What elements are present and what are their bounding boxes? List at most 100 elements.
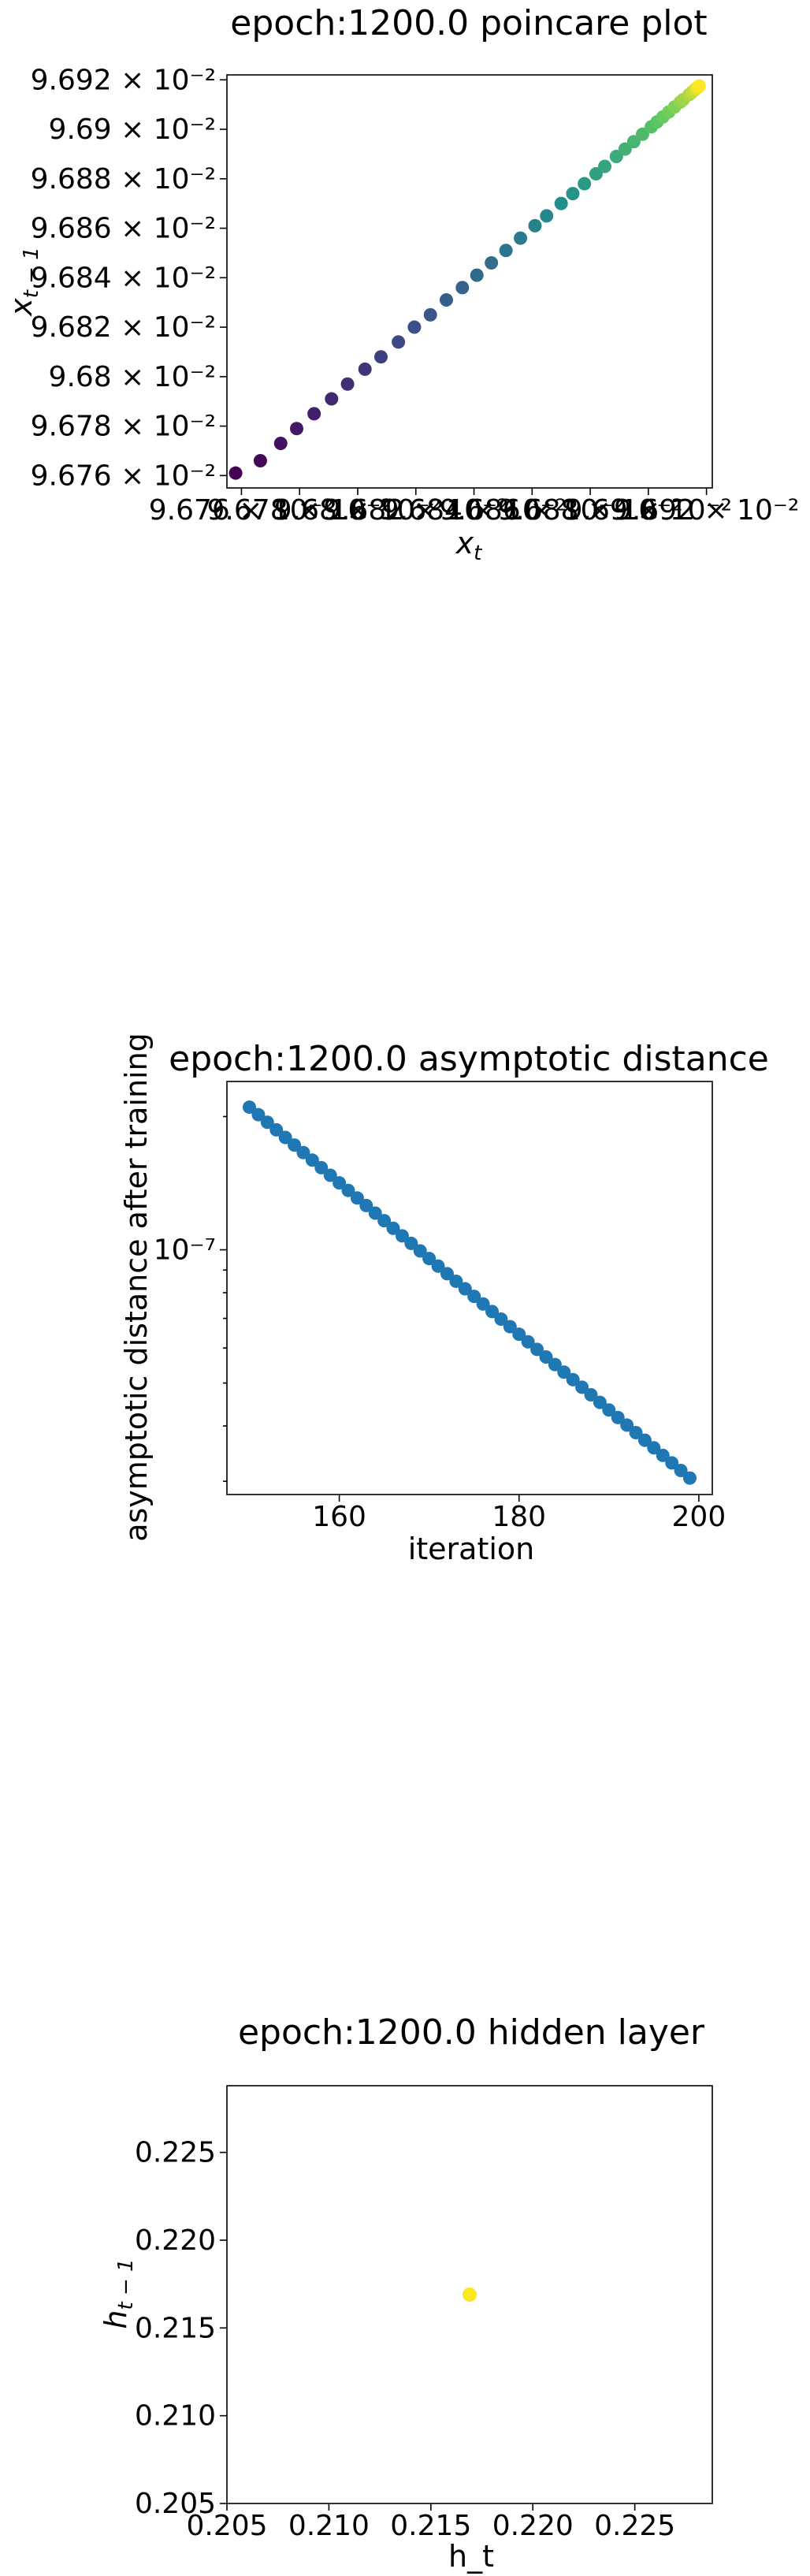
poincare-y-tick-label: 9.678 × 10⁻²	[31, 411, 216, 443]
asymptotic-point	[503, 1320, 517, 1334]
poincare-xlabel-main: x	[455, 526, 474, 560]
asymptotic-point	[620, 1418, 634, 1432]
poincare-y-tick-label: 9.682 × 10⁻²	[31, 311, 216, 344]
poincare-point	[253, 453, 267, 467]
hidden-y-tick-label: 0.215	[135, 2312, 216, 2344]
poincare-point	[373, 350, 388, 364]
asymptotic-point	[314, 1160, 329, 1174]
poincare-point	[470, 268, 484, 282]
poincare-point	[635, 127, 649, 141]
poincare-y-tick-label: 9.692 × 10⁻²	[31, 64, 216, 96]
asymptotic-point	[288, 1138, 302, 1152]
poincare-ylabel-main: x	[4, 298, 39, 317]
asymptotic-points	[243, 1100, 697, 1485]
poincare-point	[578, 177, 592, 191]
poincare-point	[598, 159, 612, 173]
hidden-layer-chart: epoch:1200.0 hidden layer h_t ht − 1 0.2…	[98, 2012, 713, 2574]
asymptotic-point	[575, 1380, 589, 1394]
asymptotic-point	[566, 1372, 580, 1387]
hidden-x-tick-label: 0.210	[288, 2510, 370, 2542]
poincare-ylabel-sub: t − 1	[20, 247, 43, 298]
poincare-point	[589, 167, 603, 181]
asymptotic-point	[243, 1100, 257, 1115]
asymptotic-point	[296, 1145, 310, 1160]
poincare-y-tick-label: 9.69 × 10⁻²	[49, 114, 216, 146]
poincare-point	[554, 196, 568, 210]
asymptotic-point	[611, 1410, 625, 1424]
hidden-y-tick-label: 0.205	[135, 2488, 216, 2520]
asymptotic-point	[637, 1433, 652, 1447]
hidden-layer-xlabel: h_t	[448, 2539, 494, 2574]
asymptotic-x-tick-label: 160	[312, 1501, 366, 1533]
asymptotic-point	[665, 1456, 679, 1470]
poincare-y-tick-label: 9.676 × 10⁻²	[31, 460, 216, 492]
asymptotic-point	[422, 1252, 437, 1266]
asymptotic-point	[512, 1327, 526, 1342]
asymptotic-point	[485, 1305, 500, 1319]
asymptotic-point	[656, 1448, 670, 1462]
hidden-x-tick-label: 0.205	[186, 2510, 267, 2542]
asymptotic-point	[269, 1122, 284, 1137]
hidden-x-ticks: 0.205 0.210 0.215 0.220 0.225	[186, 2503, 675, 2542]
hidden-x-tick-label: 0.215	[390, 2510, 471, 2542]
asymptotic-point	[386, 1221, 400, 1235]
poincare-x-tick-label: 9.688 × 10⁻²	[497, 494, 682, 527]
asymptotic-point	[260, 1115, 274, 1130]
asymptotic-distance-ylabel: asymptotic distance after training	[119, 1033, 154, 1542]
asymptotic-point	[251, 1107, 266, 1122]
hidden-y-ticks: 0.205 0.210 0.215 0.220 0.225	[135, 2137, 227, 2520]
hidden-points	[463, 2288, 477, 2302]
poincare-plot-chart: epoch:1200.0 poincare plot xt xt − 1 9.6…	[4, 3, 799, 565]
poincare-point	[514, 231, 528, 245]
asymptotic-point	[548, 1357, 562, 1372]
poincare-x-tick-label: 9.68 × 10⁻²	[274, 494, 441, 527]
hidden-layer-title: epoch:1200.0 hidden layer	[238, 2012, 705, 2053]
asymptotic-point	[494, 1312, 508, 1326]
poincare-point	[609, 150, 623, 164]
asymptotic-point	[350, 1191, 364, 1205]
asymptotic-point	[674, 1464, 688, 1478]
asymptotic-point	[539, 1349, 553, 1364]
asymptotic-point	[395, 1229, 409, 1243]
asymptotic-point	[404, 1236, 418, 1250]
poincare-point	[392, 335, 406, 349]
poincare-y-tick-label: 9.68 × 10⁻²	[49, 361, 216, 393]
asymptotic-point	[431, 1259, 445, 1273]
asymptotic-point	[368, 1206, 382, 1220]
asymptotic-x-tick-label: 200	[672, 1501, 726, 1533]
poincare-point	[325, 392, 339, 406]
asymptotic-point	[602, 1403, 616, 1417]
asymptotic-distance-frame	[226, 1081, 713, 1495]
asymptotic-point	[467, 1290, 481, 1304]
hidden-ylabel-main: h	[98, 2310, 133, 2328]
asymptotic-point	[629, 1426, 643, 1440]
poincare-plot-xlabel: xt	[455, 526, 483, 565]
asymptotic-point	[278, 1130, 292, 1145]
asymptotic-y-tick-label: 10⁻⁷	[154, 1234, 216, 1267]
poincare-points	[229, 79, 706, 480]
poincare-x-tick-label: 9.686 × 10⁻²	[440, 494, 625, 527]
hidden-y-tick-label: 0.220	[135, 2224, 216, 2257]
poincare-point	[358, 362, 372, 376]
poincare-plot-ylabel: xt − 1	[4, 247, 43, 317]
asymptotic-point	[323, 1168, 337, 1182]
hidden-point	[463, 2288, 477, 2302]
poincare-x-tick-label: 9.678 × 10⁻²	[207, 494, 392, 527]
hidden-y-tick-label: 0.210	[135, 2400, 216, 2433]
asymptotic-point	[593, 1395, 607, 1409]
asymptotic-point	[341, 1183, 355, 1197]
poincare-plot-frame	[226, 74, 713, 489]
poincare-y-tick-label: 9.686 × 10⁻²	[31, 213, 216, 245]
poincare-x-tick-label: 9.682 × 10⁻²	[323, 494, 508, 527]
poincare-y-ticks: 9.676 × 10⁻² 9.678 × 10⁻² 9.68 × 10⁻² 9.682…	[31, 64, 227, 492]
poincare-point	[692, 79, 706, 93]
hidden-x-tick-label: 0.220	[492, 2510, 574, 2542]
hidden-y-tick-label: 0.225	[135, 2137, 216, 2169]
asymptotic-point	[440, 1267, 454, 1281]
asymptotic-point	[449, 1274, 463, 1288]
poincare-x-tick-label: 9.676 × 10⁻²	[149, 494, 334, 527]
poincare-point	[499, 244, 513, 258]
asymptotic-point	[476, 1297, 490, 1311]
hidden-ylabel-sub: t − 1	[114, 2258, 138, 2310]
asymptotic-distance-chart: epoch:1200.0 asymptotic distance iterati…	[119, 1033, 769, 1566]
